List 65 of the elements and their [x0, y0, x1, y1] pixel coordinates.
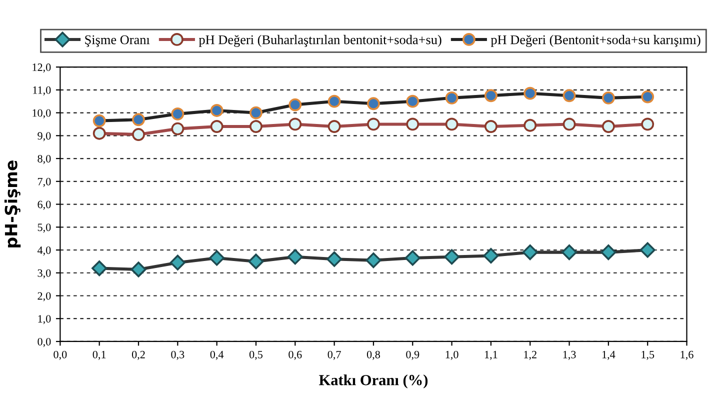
- point: [562, 118, 576, 131]
- y-tick-label: 1,0: [38, 315, 51, 324]
- point: [130, 262, 146, 278]
- point: [326, 251, 342, 267]
- y-tick-label: 8,0: [38, 154, 51, 164]
- y-axis-title: pH-Şişme: [4, 160, 21, 248]
- point: [522, 244, 538, 260]
- point: [600, 244, 616, 260]
- point: [209, 250, 225, 266]
- point: [92, 260, 108, 276]
- y-tick-label: 12,0: [32, 64, 51, 73]
- y-tick-label: 4,0: [37, 246, 51, 256]
- x-tick-label: 1,0: [446, 350, 458, 360]
- x-tick-label: 0,8: [366, 350, 380, 360]
- point: [170, 254, 186, 270]
- y-tick-label: 5,0: [38, 224, 51, 233]
- point: [288, 118, 302, 131]
- x-tick-label: 1,1: [484, 350, 498, 360]
- x-tick-label: 1,4: [602, 350, 616, 360]
- point: [171, 122, 184, 136]
- x-tick-label: 0,4: [210, 350, 224, 360]
- point: [404, 250, 420, 266]
- y-tick-label: 9,0: [38, 132, 51, 142]
- x-tick-label: 0,0: [54, 350, 67, 360]
- x-tick-label: 1,6: [680, 350, 694, 360]
- point: [483, 248, 499, 264]
- x-tick-label: 0,5: [249, 350, 262, 360]
- point: [132, 128, 145, 141]
- point: [602, 120, 615, 133]
- x-tick-label: 0,6: [288, 350, 302, 360]
- x-tick-label: 0,1: [92, 350, 106, 360]
- point: [328, 120, 341, 133]
- point: [367, 118, 380, 131]
- point: [524, 118, 537, 132]
- y-tick-label: 6,0: [38, 200, 51, 210]
- point: [250, 120, 262, 133]
- point: [484, 120, 498, 133]
- legend-label: Şişme Oranı: [85, 35, 150, 47]
- x-tick-label: 0,9: [406, 350, 420, 360]
- x-tick-label: 1,5: [642, 350, 654, 360]
- y-tick-label: 7,0: [38, 178, 51, 187]
- legend-label: pH Değeri (Buharlaştırılan bentonit+soda+su): [198, 34, 442, 47]
- point: [210, 120, 224, 133]
- point: [406, 118, 420, 131]
- y-tick-label: 0,0: [38, 338, 51, 348]
- point: [445, 118, 458, 131]
- x-tick-label: 0,3: [171, 350, 184, 360]
- point: [92, 126, 106, 140]
- y-tick-label: 2,0: [38, 292, 51, 302]
- y-tick-label: 10,0: [32, 109, 51, 118]
- x-tick-label: 0,7: [328, 350, 341, 360]
- point: [561, 244, 578, 260]
- point: [287, 249, 303, 265]
- y-tick-label: 11,0: [33, 86, 51, 96]
- legend-label: pH Değeri (Bentonit+soda+su karışımı): [490, 34, 700, 47]
- point: [248, 254, 264, 270]
- point: [641, 118, 654, 131]
- x-tick-label: 1,2: [524, 350, 536, 360]
- point: [640, 242, 656, 258]
- x-tick-label: 1,3: [563, 350, 576, 360]
- y-tick-label: 3,0: [38, 269, 51, 278]
- point: [366, 252, 382, 268]
- x-tick-label: 0,2: [132, 350, 145, 360]
- point: [444, 249, 460, 265]
- x-axis-title: Katkı Oranı (%): [318, 374, 428, 388]
